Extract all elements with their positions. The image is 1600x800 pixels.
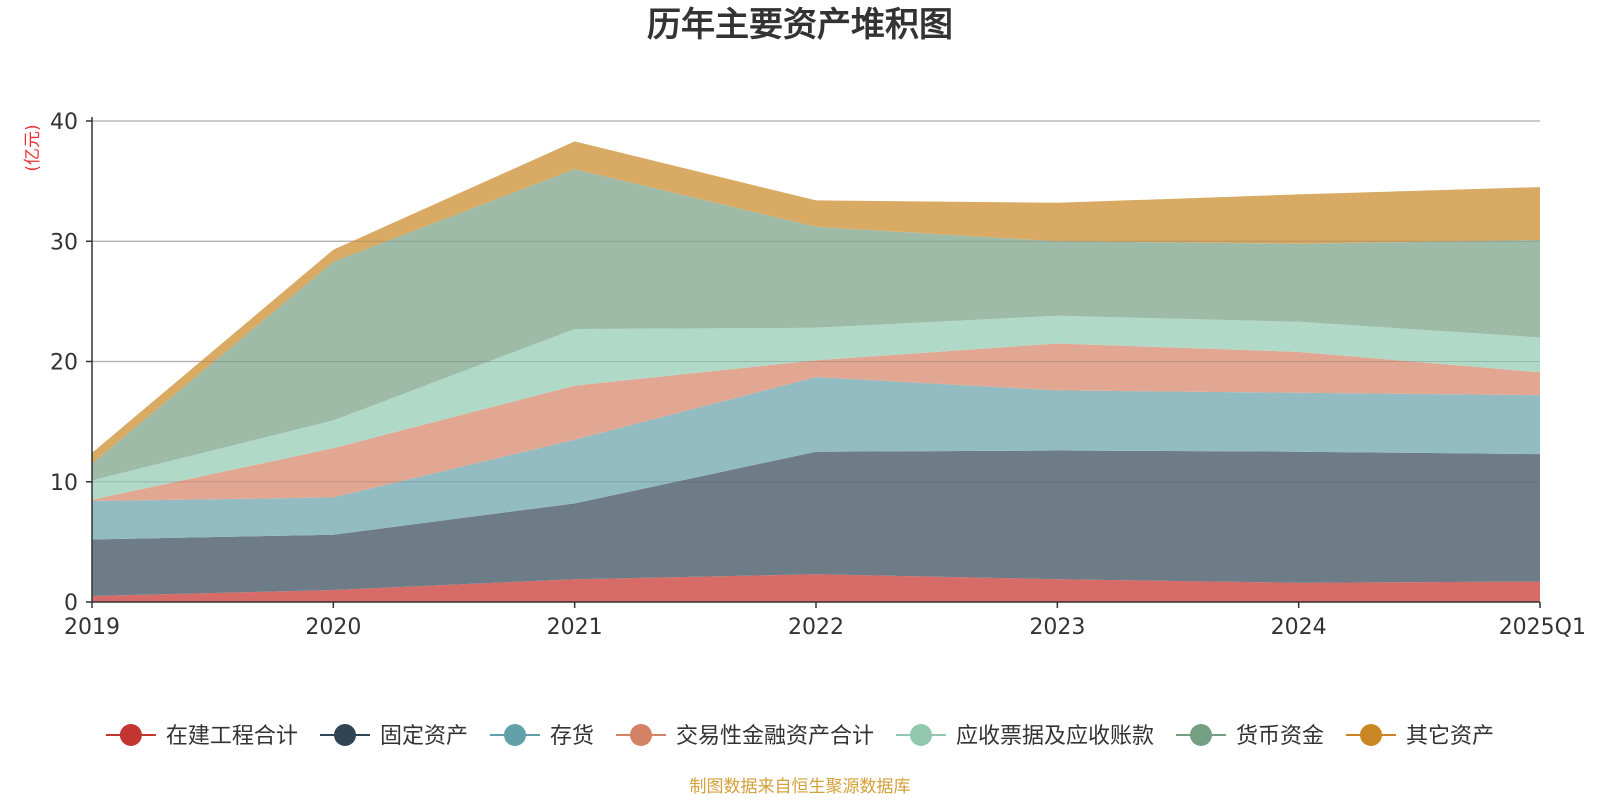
area-series-0 xyxy=(92,574,1540,602)
legend-label: 货币资金 xyxy=(1236,724,1324,749)
chart-title: 历年主要资产堆积图 xyxy=(647,5,953,45)
legend-swatch-marker xyxy=(630,724,652,746)
legend-swatch-marker xyxy=(119,724,142,746)
legend-label: 其它资产 xyxy=(1406,724,1494,749)
data-source-note: 制图数据来自恒生聚源数据库 xyxy=(690,777,911,797)
legend-item-2[interactable]: 存货 xyxy=(490,724,594,749)
y-tick-label: 0 xyxy=(64,591,78,616)
x-tick-label: 2022 xyxy=(788,615,844,640)
legend-item-5[interactable]: 货币资金 xyxy=(1176,724,1324,749)
y-tick-label: 30 xyxy=(50,230,78,255)
area-series xyxy=(92,120,1540,602)
y-tick-label: 20 xyxy=(50,351,78,376)
legend-swatch-marker xyxy=(1190,724,1212,746)
legend-item-4[interactable]: 应收票据及应收账款 xyxy=(896,724,1154,749)
legend-label: 应收票据及应收账款 xyxy=(956,724,1154,749)
legend-label: 固定资产 xyxy=(380,724,468,749)
x-tick-label: 2024 xyxy=(1271,615,1327,640)
area-series-3 xyxy=(92,343,1540,501)
legend-swatch-marker xyxy=(1360,724,1382,746)
x-tick-label: 2025Q1 xyxy=(1499,615,1586,640)
x-tick-label: 2023 xyxy=(1029,615,1085,640)
legend-swatch-marker xyxy=(334,724,356,746)
legend-item-6[interactable]: 其它资产 xyxy=(1346,724,1494,749)
area-series-2 xyxy=(92,377,1540,540)
legend-item-1[interactable]: 固定资产 xyxy=(320,724,468,749)
legend: 在建工程合计 固定资产 存货 交易性金融资产合计 应收票据及应收账款 货币资金 其它资产 xyxy=(105,724,1494,749)
y-tick-label: 10 xyxy=(50,471,78,496)
x-tick-label: 2021 xyxy=(547,615,603,640)
legend-item-3[interactable]: 交易性金融资产合计 xyxy=(616,724,874,749)
y-tick-label: 40 xyxy=(50,110,78,135)
area-series-5 xyxy=(92,169,1540,481)
y-axis-unit-label: (亿元) xyxy=(23,124,43,171)
legend-swatch-marker xyxy=(910,724,932,746)
legend-swatch-marker xyxy=(504,724,526,746)
legend-item-0[interactable]: 在建工程合计 xyxy=(105,724,298,749)
x-tick-label: 2019 xyxy=(64,615,120,640)
legend-label: 在建工程合计 xyxy=(166,724,298,749)
x-tick-label: 2020 xyxy=(305,615,361,640)
area-series-1 xyxy=(92,450,1540,596)
axes: 0 10 20 30 40 2019 2020 2021 2022 2023 2024 2025Q1 xyxy=(50,110,1586,640)
legend-label: 交易性金融资产合计 xyxy=(676,724,874,749)
area-series-4 xyxy=(92,315,1540,500)
legend-label: 存货 xyxy=(550,724,594,749)
area-series-6 xyxy=(92,141,1540,464)
